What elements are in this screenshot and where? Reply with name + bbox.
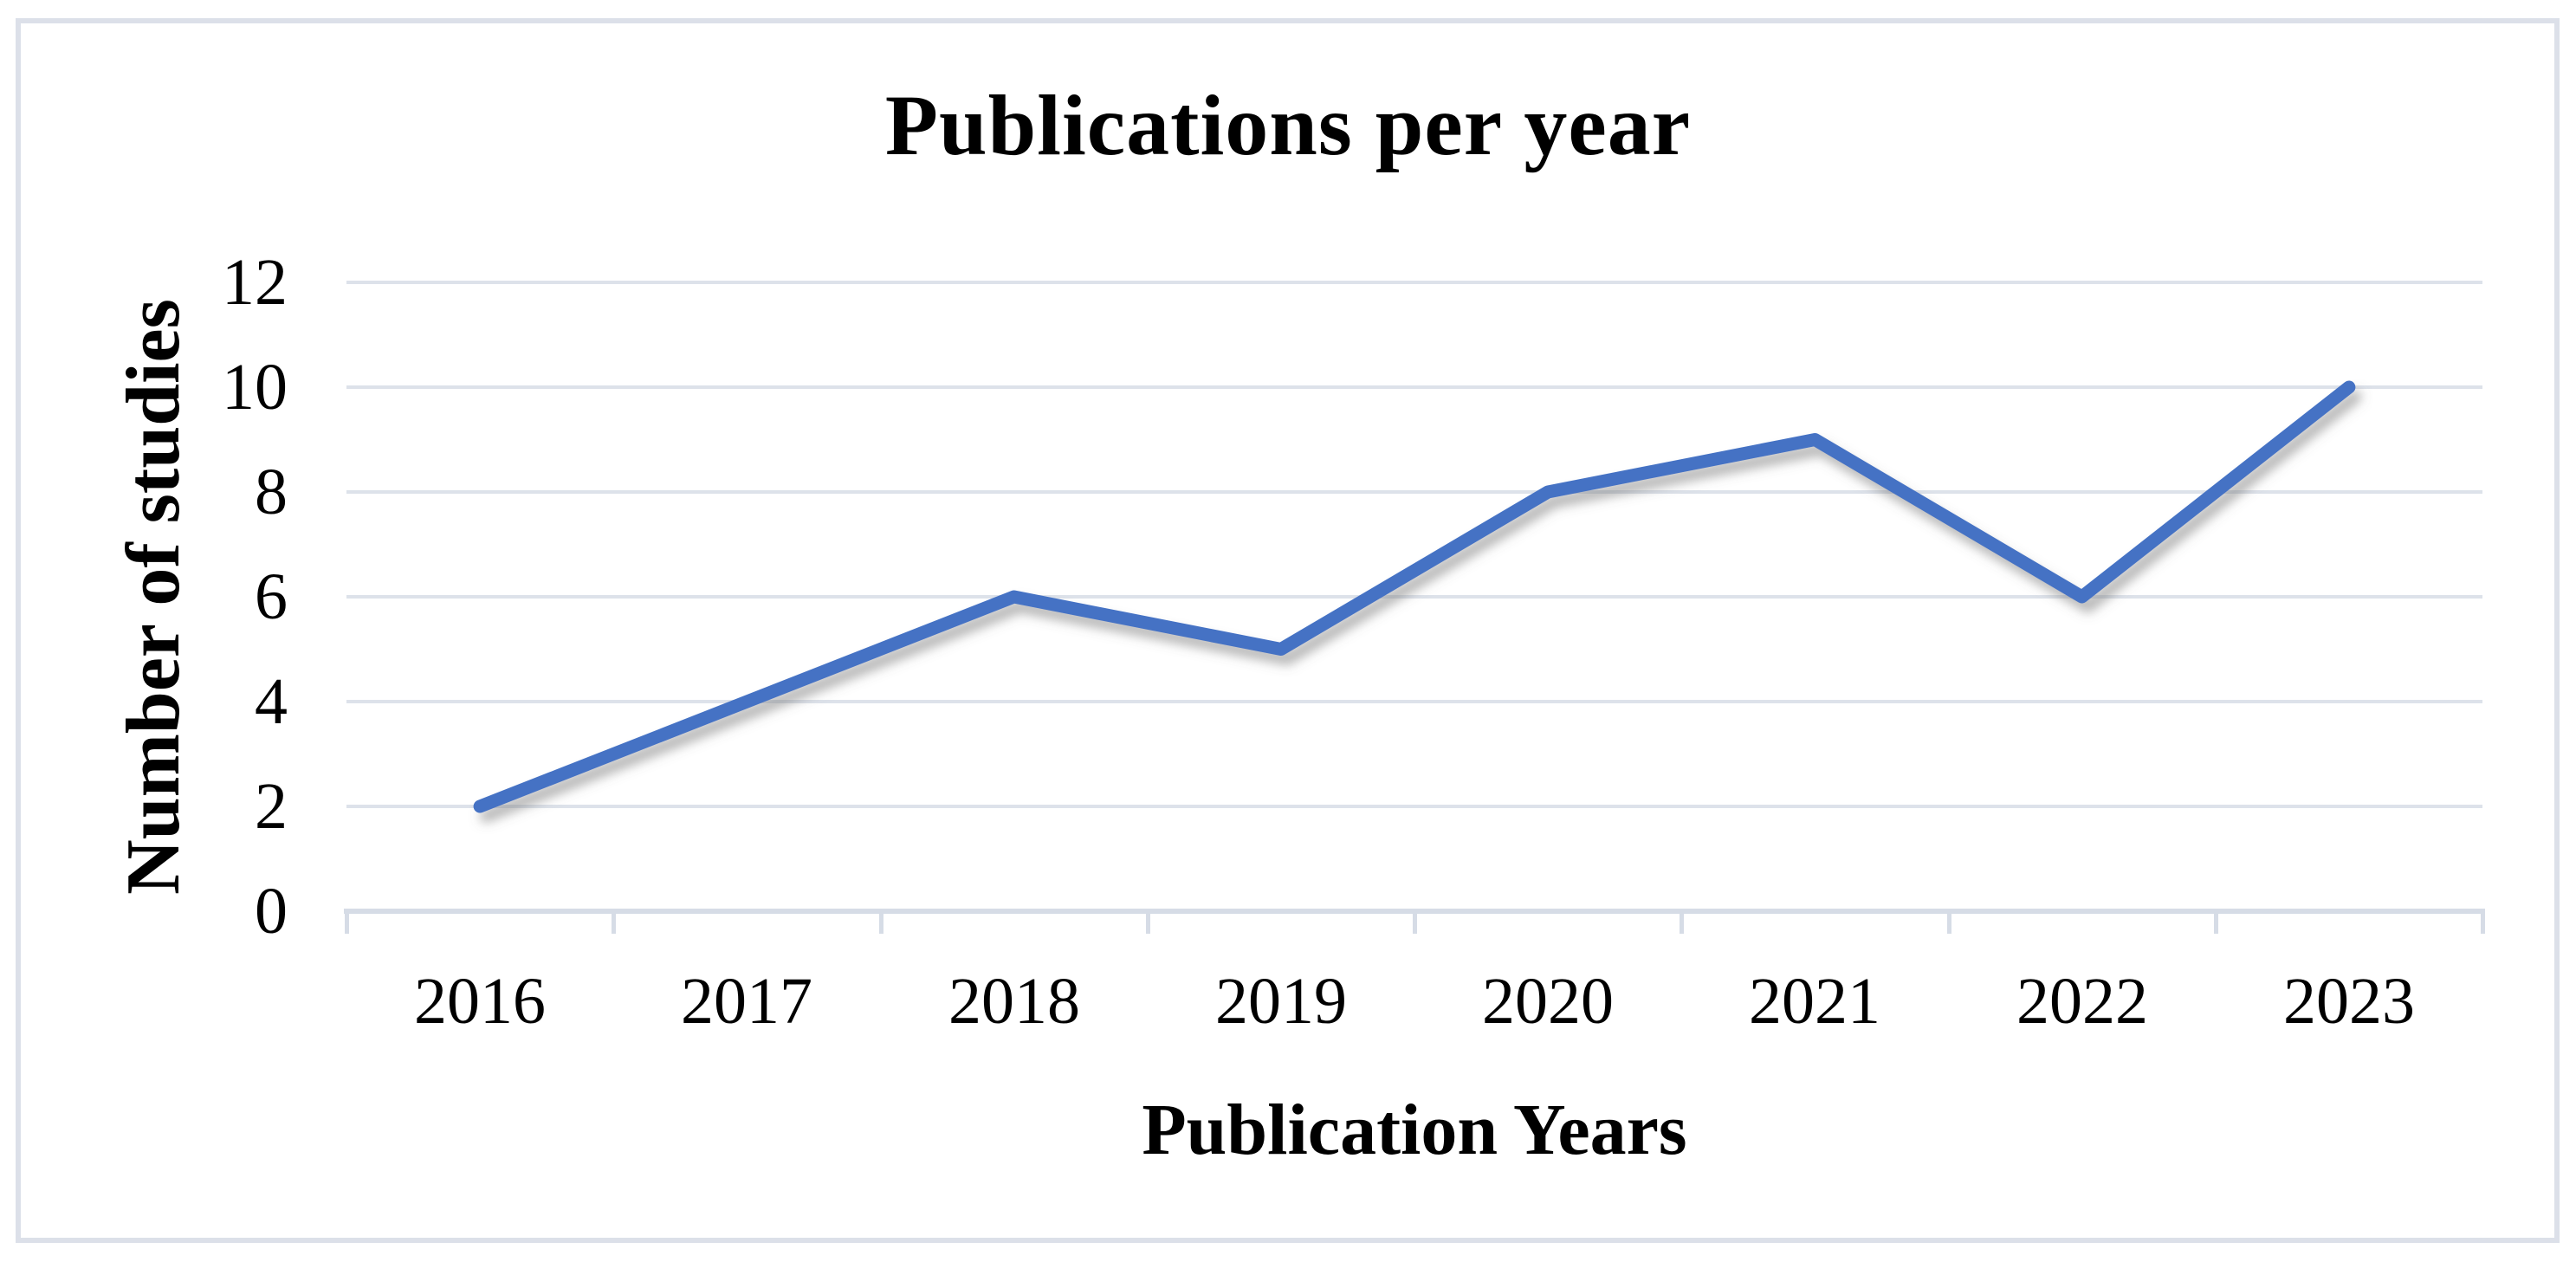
data-series-line — [473, 380, 2356, 813]
x-axis-tick-label: 2018 — [948, 965, 1080, 1038]
x-axis-tick-label: 2021 — [1749, 965, 1880, 1038]
gridline — [346, 595, 2482, 599]
gridline — [346, 490, 2482, 494]
x-axis-tick-label: 2016 — [414, 965, 546, 1038]
y-axis-tick-label: 12 — [222, 246, 288, 319]
x-axis-tick — [2481, 911, 2485, 934]
gridline — [346, 385, 2482, 389]
x-axis-title: Publication Years — [1142, 1090, 1687, 1170]
y-axis-tick-label: 0 — [255, 875, 288, 948]
x-axis-tick-label: 2019 — [1215, 965, 1347, 1038]
x-axis-tick-label: 2022 — [2016, 965, 2148, 1038]
y-axis-tick-label: 8 — [255, 456, 288, 528]
x-axis-tick — [879, 911, 883, 934]
x-axis-tick — [2214, 911, 2218, 934]
x-axis-tick — [345, 911, 349, 934]
x-axis-tick-label: 2017 — [681, 965, 812, 1038]
x-axis-tick — [1947, 911, 1951, 934]
gridline — [346, 805, 2482, 808]
x-axis-tick — [1413, 911, 1417, 934]
y-axis-tick-label: 4 — [255, 665, 288, 738]
y-axis-tick-label: 6 — [255, 560, 288, 633]
gridline — [346, 281, 2482, 284]
y-axis-tick-label: 2 — [255, 770, 288, 843]
gridline — [346, 700, 2482, 703]
x-axis-tick-label: 2020 — [1482, 965, 1614, 1038]
x-axis-tick-label: 2023 — [2283, 965, 2415, 1038]
x-axis-tick — [1680, 911, 1684, 934]
y-axis-tick-label: 10 — [222, 351, 288, 424]
chart-title: Publications per year — [884, 77, 1692, 173]
x-axis-tick — [612, 911, 616, 934]
x-axis-tick — [1146, 911, 1150, 934]
figure-border — [16, 18, 2560, 1243]
